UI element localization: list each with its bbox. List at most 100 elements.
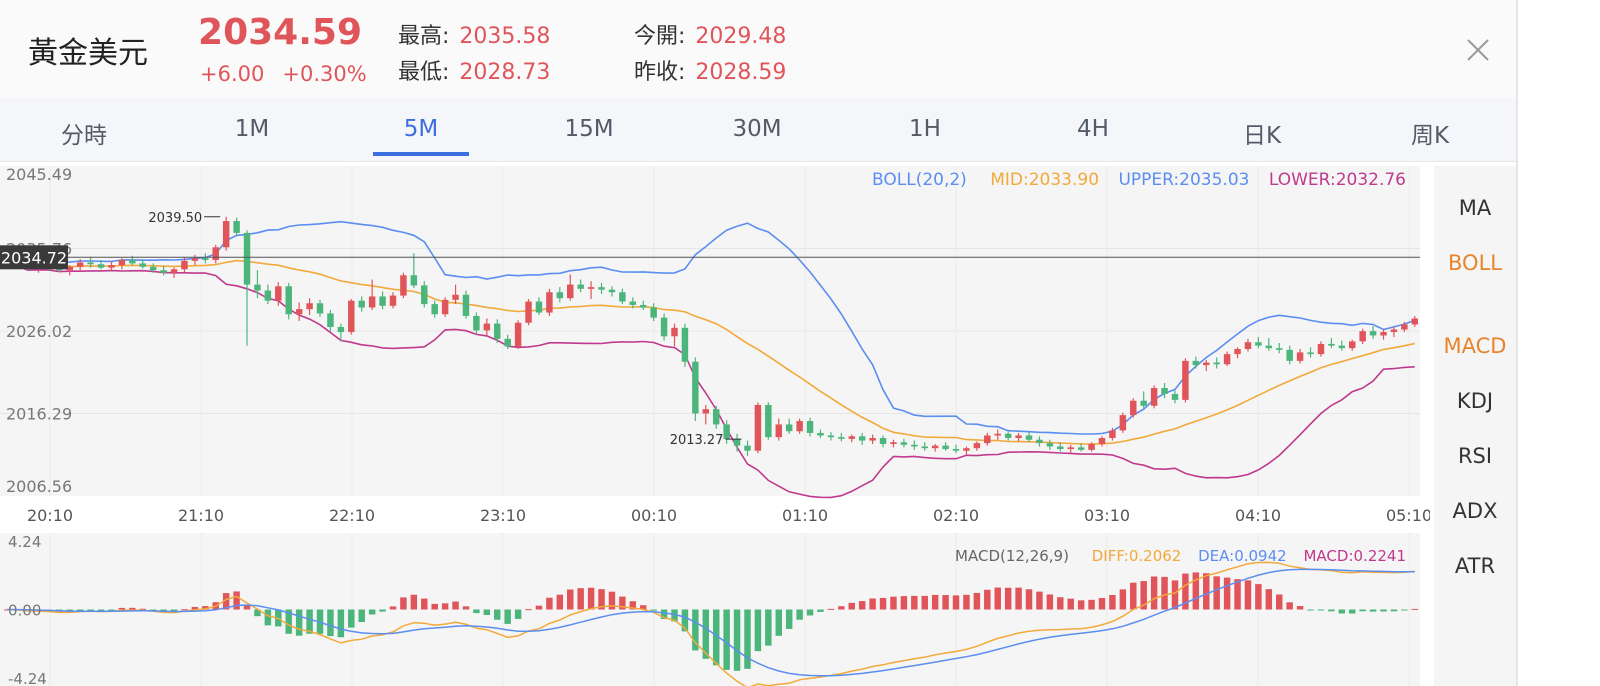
candle-body (650, 307, 657, 318)
candle-body (577, 284, 584, 289)
candle-body (1276, 348, 1283, 350)
tab-weekly[interactable]: 周K (1410, 123, 1450, 149)
macd-hist-bar (911, 595, 918, 610)
candle-body (567, 284, 574, 299)
macd-hist-bar (994, 587, 1001, 610)
macd-legend: MACD(12,26,9) DIFF:0.2062 DEA:0.0942 MAC… (955, 547, 1406, 565)
tab-daily[interactable]: 日K (1242, 123, 1282, 149)
candle-body (1213, 362, 1220, 365)
candle-body (421, 285, 428, 305)
candle-body (306, 303, 313, 310)
candle-body (994, 433, 1001, 436)
candle-body (514, 322, 522, 347)
candle-body (1296, 352, 1304, 361)
candles (3, 216, 1419, 456)
candle-body (733, 438, 741, 446)
x-tick-label: 05:10 (1386, 506, 1430, 525)
macd-hist-bar (1255, 584, 1262, 610)
macd-hist-bar (431, 603, 438, 610)
macd-hist-bar (368, 609, 376, 615)
macd-hist-bar (785, 609, 793, 629)
macd-hist-bar (858, 601, 866, 610)
stat-open: 今開: 2029.48 (634, 18, 786, 50)
indicator-boll[interactable]: BOLL (1448, 251, 1502, 275)
candle-body (212, 247, 219, 261)
candle-body (525, 301, 532, 323)
x-tick-label: 02:10 (933, 506, 979, 525)
candle-body (848, 436, 855, 439)
indicator-macd[interactable]: MACD (1443, 334, 1507, 358)
macd-series (3, 561, 1419, 686)
candle-body (587, 287, 595, 289)
candle-body (660, 317, 668, 337)
active-tab-underline (373, 152, 469, 156)
macd-hist-bar (108, 609, 115, 611)
macd-hist-bar (1109, 595, 1116, 610)
candle-body (337, 326, 345, 333)
stat-high-value: 2035.58 (459, 24, 551, 49)
macd-hist-bar (514, 609, 522, 619)
candle-body (765, 404, 772, 438)
macd-hist-bar (796, 609, 803, 620)
candle-body (1234, 349, 1241, 355)
macd-hist-bar (452, 601, 459, 610)
macd-legend-dea: DEA:0.0942 (1198, 547, 1287, 565)
candle-body (202, 258, 209, 261)
candle-body (619, 292, 626, 302)
macd-hist-bar (1244, 580, 1252, 610)
tab-1m[interactable]: 1M (234, 116, 270, 142)
boll-legend-mid: MID:2033.90 (990, 170, 1099, 190)
indicator-rsi[interactable]: RSI (1457, 444, 1493, 468)
candle-body (170, 269, 178, 273)
tab-30m[interactable]: 30M (732, 116, 782, 142)
candle-body (379, 296, 386, 306)
x-tick-label: 22:10 (329, 506, 375, 525)
macd-hist-bar (1057, 597, 1064, 610)
candle-body (806, 421, 814, 433)
macd-hist-bar (1077, 600, 1085, 610)
candle-body (1088, 443, 1095, 450)
candle-body (1411, 318, 1419, 325)
macd-hist-bar (973, 592, 981, 610)
macd-hist-bar (681, 609, 689, 632)
stat-prev-close-label: 昨收: (634, 60, 686, 85)
indicator-kdj[interactable]: KDJ (1456, 389, 1494, 413)
indicator-adx[interactable]: ADX (1452, 499, 1498, 523)
candle-body (97, 264, 105, 268)
stat-low-value: 2028.73 (459, 60, 551, 85)
tab-5m[interactable]: 5M (403, 116, 439, 142)
quote-header: 黃金美元 2034.59 +6.00 +0.30% 最高: 2035.58 最低: 2… (0, 0, 1516, 98)
close-button[interactable] (1464, 36, 1492, 64)
macd-hist-bar (1119, 589, 1127, 610)
indicator-atr[interactable]: ATR (1454, 554, 1496, 578)
candle-body (952, 449, 960, 451)
macd-hist-bar (1296, 606, 1304, 610)
candle-body (1380, 332, 1387, 336)
macd-hist-bar (535, 605, 543, 610)
tab-15m[interactable]: 15M (564, 116, 614, 142)
candle-body (389, 295, 397, 306)
candle-body (1328, 343, 1335, 346)
macd-hist-bar (1004, 587, 1012, 610)
macd-hist-bar (181, 609, 188, 611)
candle-body (1171, 393, 1179, 400)
candle-body (546, 292, 553, 313)
macd-hist-bar (1348, 609, 1356, 614)
candle-body (556, 292, 564, 299)
indicator-ma[interactable]: MA (1458, 196, 1492, 220)
kline-chart[interactable]: 2045.492035.762026.022016.292006.5620:10… (0, 161, 1430, 686)
tab-1h[interactable]: 1H (909, 116, 941, 142)
candle-body (358, 300, 365, 308)
macd-hist-bar (660, 609, 668, 620)
candle-body (1067, 447, 1074, 450)
candle-body (1223, 354, 1231, 365)
macd-hist-bar (504, 609, 511, 624)
candle-body (254, 284, 261, 291)
candle-body (1130, 400, 1137, 416)
tab-4h[interactable]: 4H (1077, 116, 1109, 142)
candle-body (1015, 435, 1022, 439)
candle-body (1338, 345, 1346, 349)
candle-body (1244, 342, 1252, 350)
candle-body (1036, 439, 1043, 444)
tab-timeshare[interactable]: 分時 (61, 123, 107, 149)
